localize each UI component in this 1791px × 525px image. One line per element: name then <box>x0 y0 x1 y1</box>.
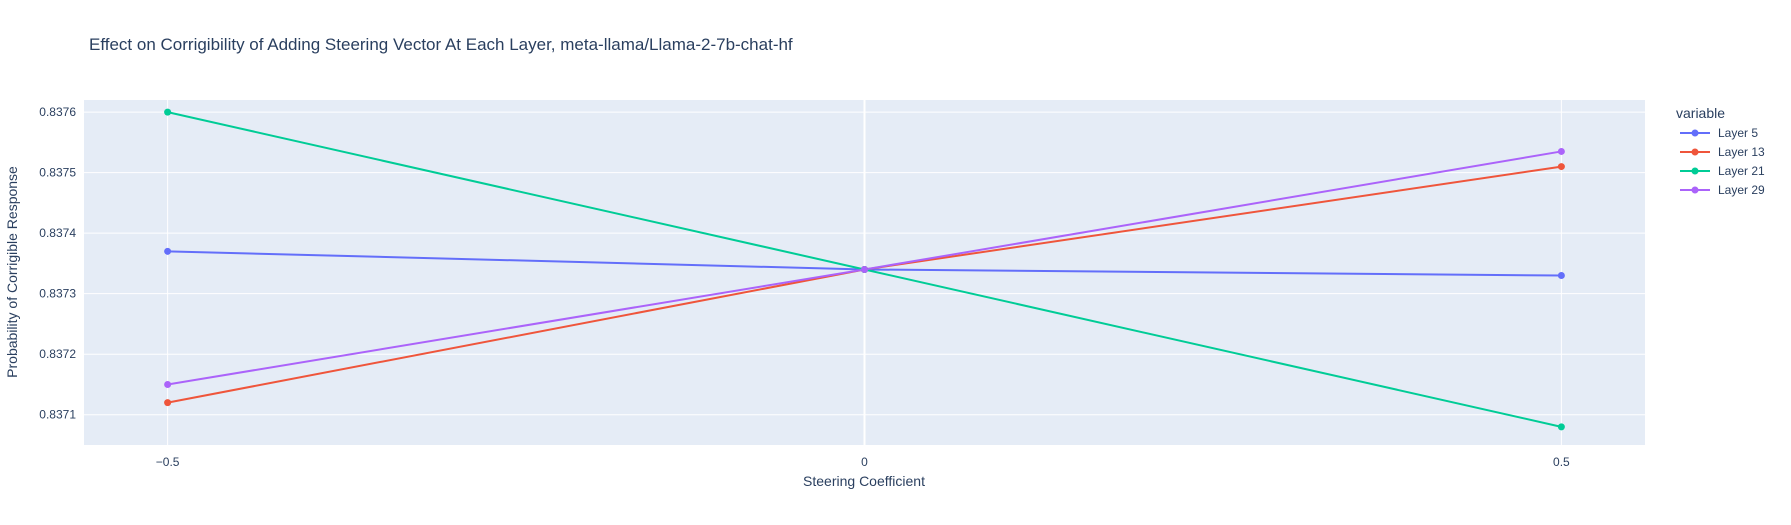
gridlines <box>84 100 1645 445</box>
legend-label: Layer 13 <box>1718 145 1765 159</box>
data-point <box>1557 423 1565 431</box>
legend-swatch-marker <box>1691 148 1699 156</box>
data-point <box>164 108 172 116</box>
data-point <box>1557 163 1565 171</box>
data-point <box>164 380 172 388</box>
legend-swatch-marker <box>1691 129 1699 137</box>
y-axis-title: Probability of Corrigible Response <box>4 166 20 378</box>
y-tick-label: 0.8372 <box>39 347 76 361</box>
data-point <box>164 247 172 255</box>
y-tick-label: 0.8374 <box>39 226 76 240</box>
legend: variable Layer 5 Layer 13 Layer 21 Layer 29 <box>1676 105 1765 197</box>
y-tick-label: 0.8373 <box>39 287 76 301</box>
y-tick-label: 0.8376 <box>39 105 76 119</box>
data-point <box>164 399 172 407</box>
y-axis-ticks: 0.8371 0.8372 0.8373 0.8374 0.8375 0.8376 <box>39 105 76 422</box>
legend-item[interactable]: Layer 13 <box>1680 145 1765 159</box>
y-tick-label: 0.8375 <box>39 166 76 180</box>
legend-items: Layer 5 Layer 13 Layer 21 Layer 29 <box>1680 126 1765 197</box>
y-tick-label: 0.8371 <box>39 408 76 422</box>
legend-item[interactable]: Layer 5 <box>1680 126 1758 140</box>
x-tick-label: 0.5 <box>1553 455 1570 469</box>
legend-title: variable <box>1676 105 1725 121</box>
x-tick-label: −0.5 <box>156 455 180 469</box>
legend-item[interactable]: Layer 29 <box>1680 183 1765 197</box>
legend-swatch-marker <box>1691 167 1699 175</box>
data-point <box>1557 272 1565 280</box>
legend-item[interactable]: Layer 21 <box>1680 164 1765 178</box>
legend-label: Layer 29 <box>1718 183 1765 197</box>
x-tick-label: 0 <box>861 455 868 469</box>
x-axis-title: Steering Coefficient <box>803 473 925 489</box>
data-point <box>861 265 868 273</box>
legend-swatch-marker <box>1691 186 1699 194</box>
data-point <box>1557 147 1565 155</box>
chart-title: Effect on Corrigibility of Adding Steeri… <box>89 35 793 54</box>
legend-label: Layer 5 <box>1718 126 1758 140</box>
series-points <box>164 108 1565 431</box>
x-axis-ticks: −0.5 0 0.5 <box>156 455 1570 469</box>
legend-label: Layer 21 <box>1718 164 1765 178</box>
